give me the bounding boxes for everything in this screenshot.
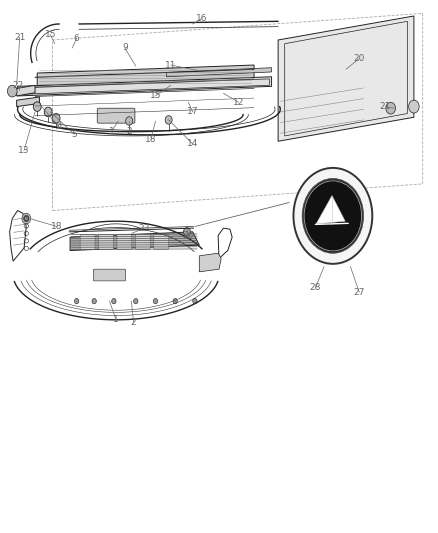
- Text: 27: 27: [353, 288, 365, 296]
- Polygon shape: [278, 16, 414, 141]
- Polygon shape: [17, 85, 35, 96]
- Circle shape: [302, 179, 364, 253]
- Text: 2: 2: [127, 127, 132, 135]
- FancyBboxPatch shape: [117, 235, 132, 249]
- Circle shape: [52, 114, 60, 123]
- Text: 12: 12: [233, 98, 244, 107]
- Circle shape: [134, 298, 138, 304]
- Circle shape: [184, 228, 191, 236]
- Circle shape: [7, 85, 17, 97]
- FancyBboxPatch shape: [135, 235, 150, 249]
- FancyBboxPatch shape: [97, 108, 135, 123]
- Polygon shape: [199, 253, 221, 272]
- FancyBboxPatch shape: [99, 235, 113, 249]
- Text: 15: 15: [150, 92, 161, 100]
- Text: 11: 11: [165, 61, 177, 69]
- Text: 4: 4: [57, 123, 62, 131]
- Text: 16: 16: [196, 14, 207, 23]
- Circle shape: [409, 100, 419, 113]
- FancyBboxPatch shape: [80, 235, 95, 249]
- Circle shape: [74, 298, 79, 304]
- Polygon shape: [166, 68, 272, 77]
- Text: 21: 21: [14, 33, 25, 42]
- Circle shape: [386, 102, 396, 114]
- Circle shape: [92, 298, 96, 304]
- Circle shape: [173, 298, 177, 304]
- Circle shape: [153, 298, 158, 304]
- Circle shape: [112, 298, 116, 304]
- Text: 15: 15: [45, 30, 56, 39]
- Polygon shape: [17, 97, 39, 107]
- Circle shape: [44, 107, 52, 117]
- Text: 17: 17: [187, 108, 198, 116]
- Text: 2: 2: [131, 318, 136, 327]
- Text: 18: 18: [145, 135, 157, 144]
- Text: 6: 6: [74, 34, 80, 43]
- Text: 14: 14: [187, 140, 198, 148]
- Text: 18: 18: [51, 222, 63, 231]
- Circle shape: [293, 168, 372, 264]
- Circle shape: [126, 117, 133, 125]
- Text: 1: 1: [113, 316, 119, 324]
- Text: 22: 22: [13, 81, 24, 90]
- Text: 21: 21: [380, 102, 391, 111]
- Circle shape: [33, 102, 41, 111]
- FancyBboxPatch shape: [154, 235, 169, 249]
- Polygon shape: [18, 77, 272, 96]
- Circle shape: [193, 298, 197, 304]
- Text: 23: 23: [139, 224, 150, 232]
- Polygon shape: [37, 65, 254, 86]
- Text: 1: 1: [109, 127, 115, 135]
- Polygon shape: [316, 196, 345, 224]
- Circle shape: [165, 116, 172, 124]
- Text: 26: 26: [183, 231, 194, 240]
- Text: 20: 20: [353, 54, 365, 63]
- Polygon shape: [70, 232, 199, 251]
- Text: 5: 5: [71, 130, 78, 139]
- Text: 9: 9: [122, 44, 128, 52]
- FancyBboxPatch shape: [93, 269, 126, 281]
- Circle shape: [24, 215, 29, 222]
- Text: 28: 28: [310, 284, 321, 292]
- Text: 13: 13: [18, 146, 30, 155]
- Circle shape: [22, 213, 31, 224]
